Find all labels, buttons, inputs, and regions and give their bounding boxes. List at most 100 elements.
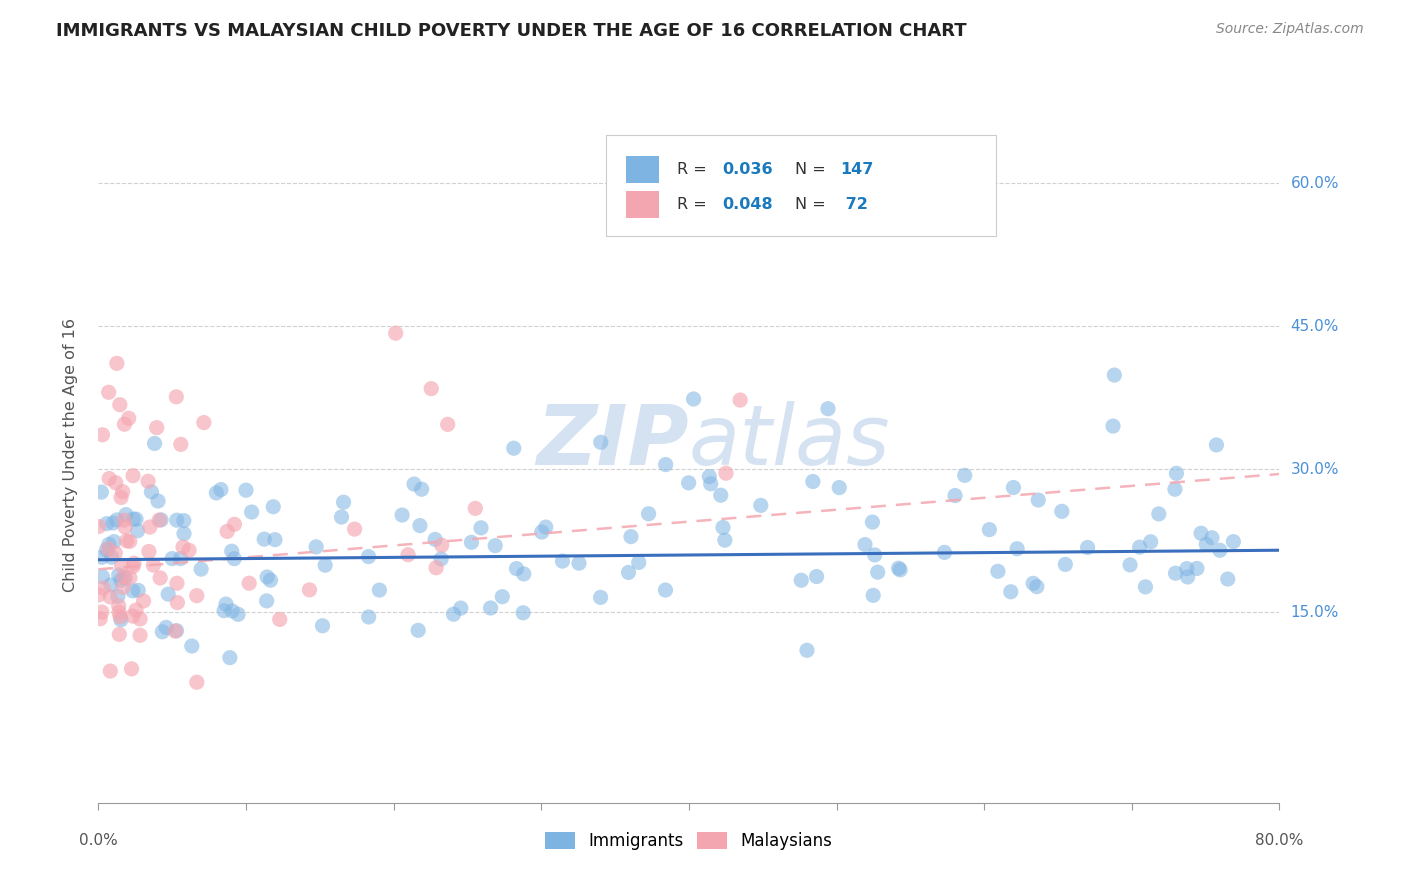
Point xyxy=(98,590,121,604)
Point xyxy=(115,508,138,522)
Point xyxy=(406,624,429,638)
Point xyxy=(796,643,818,657)
Point xyxy=(1005,541,1028,556)
Point xyxy=(699,476,721,491)
Legend: Immigrants, Malaysians: Immigrants, Malaysians xyxy=(538,826,839,857)
Point xyxy=(111,484,134,499)
Point xyxy=(1164,566,1187,581)
Point xyxy=(186,589,208,603)
Point xyxy=(97,537,120,551)
Point xyxy=(91,570,114,584)
Point xyxy=(145,420,167,434)
Point xyxy=(125,512,148,526)
Text: 0.048: 0.048 xyxy=(723,197,773,212)
Point xyxy=(450,601,472,615)
Point xyxy=(98,471,121,485)
Point xyxy=(654,458,676,472)
Point xyxy=(460,535,482,549)
Point xyxy=(118,571,141,585)
Point xyxy=(253,532,276,546)
Point xyxy=(1102,419,1125,434)
Point xyxy=(409,518,432,533)
Point xyxy=(1195,537,1218,551)
Point xyxy=(98,664,121,678)
Point xyxy=(343,522,366,536)
Text: 72: 72 xyxy=(841,197,868,212)
Point xyxy=(368,583,391,598)
Point xyxy=(97,541,120,556)
Point xyxy=(1209,543,1232,558)
Point xyxy=(129,628,152,642)
Point xyxy=(682,392,704,406)
Point xyxy=(108,398,131,412)
Point xyxy=(512,606,534,620)
Point xyxy=(1104,368,1126,382)
Point xyxy=(264,533,287,547)
Point xyxy=(1222,534,1244,549)
Point xyxy=(235,483,257,498)
Point xyxy=(256,594,278,608)
Point xyxy=(121,662,143,676)
Text: R =: R = xyxy=(678,197,711,212)
Point xyxy=(136,475,159,489)
Point xyxy=(103,516,125,530)
Point xyxy=(205,486,228,500)
Point xyxy=(173,526,195,541)
Point xyxy=(226,607,249,622)
Point xyxy=(155,620,177,634)
Point xyxy=(396,548,419,562)
Point xyxy=(953,468,976,483)
Point xyxy=(112,513,135,527)
Point xyxy=(1164,482,1187,496)
Point xyxy=(166,624,188,638)
Point xyxy=(108,605,131,619)
Point xyxy=(430,552,453,566)
Point xyxy=(402,477,425,491)
Point xyxy=(110,558,132,573)
Point xyxy=(112,581,135,595)
Point xyxy=(91,427,114,442)
Point xyxy=(121,609,143,624)
Point xyxy=(91,581,114,595)
Text: 30.0%: 30.0% xyxy=(1291,462,1339,476)
Point xyxy=(1022,576,1045,591)
Point xyxy=(259,573,281,587)
Text: 45.0%: 45.0% xyxy=(1291,318,1339,334)
Point xyxy=(430,538,453,552)
Point xyxy=(209,483,232,497)
Point xyxy=(749,499,772,513)
Point xyxy=(710,488,733,502)
Text: 15.0%: 15.0% xyxy=(1291,605,1339,620)
Point xyxy=(107,599,129,613)
Point xyxy=(934,545,956,559)
Point xyxy=(1054,558,1077,572)
Point xyxy=(149,571,172,585)
Point xyxy=(1185,561,1208,575)
Text: IMMIGRANTS VS MALAYSIAN CHILD POVERTY UNDER THE AGE OF 16 CORRELATION CHART: IMMIGRANTS VS MALAYSIAN CHILD POVERTY UN… xyxy=(56,22,967,40)
Point xyxy=(132,594,155,608)
Point xyxy=(212,604,235,618)
Point xyxy=(627,555,650,569)
Point xyxy=(534,520,557,534)
Point xyxy=(115,533,138,548)
Point xyxy=(103,534,125,549)
Point xyxy=(166,596,188,610)
Point xyxy=(853,538,876,552)
Point xyxy=(502,441,524,455)
Point xyxy=(166,576,188,591)
Point xyxy=(150,513,173,527)
FancyBboxPatch shape xyxy=(626,156,659,183)
Point xyxy=(165,390,187,404)
Point xyxy=(979,523,1001,537)
Point xyxy=(423,533,446,547)
Point xyxy=(1135,580,1157,594)
Point xyxy=(443,607,465,622)
Point xyxy=(1000,584,1022,599)
Point xyxy=(87,519,110,533)
Point xyxy=(121,583,143,598)
Point xyxy=(122,556,145,570)
Point xyxy=(172,540,194,554)
Point xyxy=(104,475,127,490)
Point xyxy=(617,566,640,580)
Point xyxy=(138,544,160,558)
